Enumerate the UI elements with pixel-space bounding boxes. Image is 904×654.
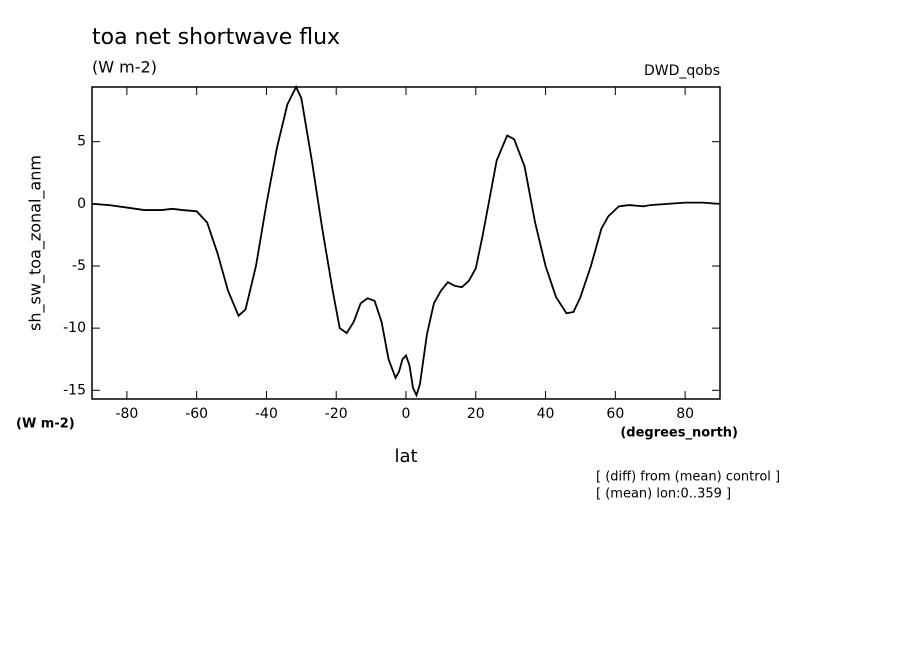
x-tick-label: 40 — [537, 406, 555, 422]
y-tick-label: 0 — [77, 196, 86, 212]
chart-title: toa net shortwave flux — [92, 25, 340, 50]
x-tick-label: 0 — [402, 406, 411, 422]
y-units: (W m-2) — [16, 417, 75, 432]
data-line — [91, 84, 721, 398]
x-tick-label: 80 — [676, 406, 694, 422]
x-units: (degrees_north) — [620, 426, 738, 441]
note: [ (diff) from (mean) control ] — [596, 470, 780, 485]
y-tick-label: -5 — [72, 258, 86, 274]
y-tick-label: 5 — [77, 134, 86, 150]
y-axis-label: sh_sw_toa_zonal_anm — [26, 155, 46, 331]
y-tick-label: -15 — [63, 382, 86, 398]
y-tick-label: -10 — [63, 320, 86, 336]
x-tick-label: -60 — [185, 406, 208, 422]
x-tick-label: 20 — [467, 406, 485, 422]
chart-subtitle: (W m-2) — [92, 58, 157, 77]
x-axis-label: lat — [394, 446, 417, 467]
plot-frame — [91, 86, 721, 400]
x-tick-label: -80 — [115, 406, 138, 422]
x-tick-label: -40 — [255, 406, 278, 422]
dataset-label: DWD_qobs — [644, 63, 720, 79]
x-tick-label: -20 — [325, 406, 348, 422]
note: [ (mean) lon:0..359 ] — [596, 487, 731, 502]
x-tick-label: 60 — [606, 406, 624, 422]
